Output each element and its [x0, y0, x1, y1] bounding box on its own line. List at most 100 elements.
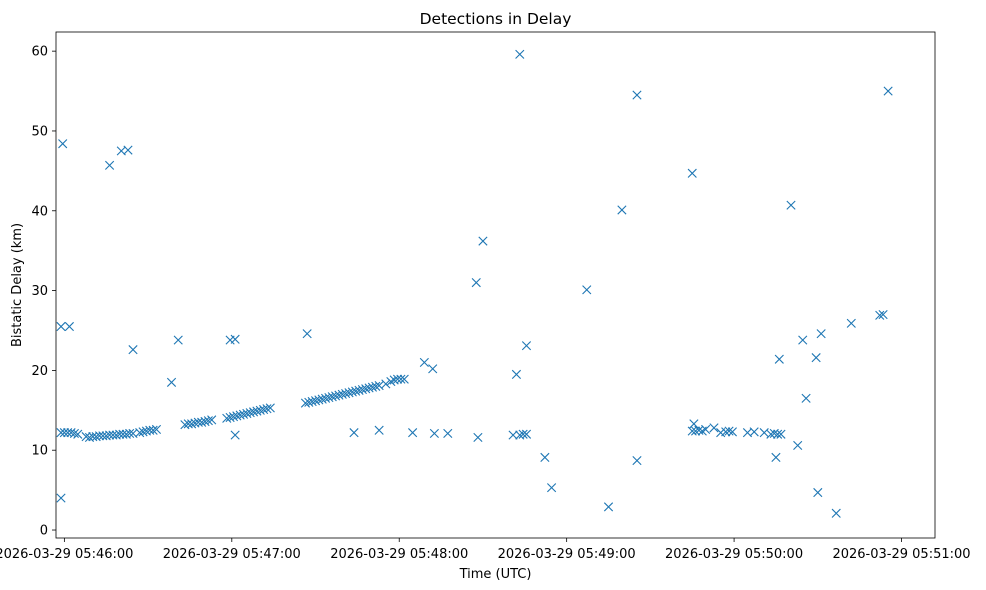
data-point: [56, 321, 66, 332]
data-point: [265, 403, 275, 413]
data-point: [396, 374, 406, 384]
y-axis-label: Bistatic Delay (km): [10, 223, 25, 347]
data-point: [632, 455, 642, 466]
data-point: [128, 345, 138, 355]
data-point: [690, 426, 701, 436]
data-point: [471, 278, 481, 288]
y-tick-label: 60: [31, 45, 48, 60]
y-tick-label: 40: [31, 204, 48, 219]
data-point: [709, 423, 719, 433]
data-point: [547, 483, 557, 493]
data-point: [846, 318, 856, 328]
data-point: [151, 424, 162, 435]
x-tick-label: 2026-03-29 05:49:00: [498, 547, 636, 562]
data-point: [443, 428, 453, 439]
data-point: [399, 374, 409, 384]
data-point: [773, 429, 783, 439]
x-tick-label: 2026-03-29 05:47:00: [163, 547, 301, 562]
data-point: [104, 160, 115, 170]
data-point: [689, 419, 699, 429]
axes: [55, 31, 936, 539]
data-point: [786, 200, 796, 210]
data-point: [771, 452, 781, 462]
data-point: [148, 425, 158, 435]
x-tick-label: 2026-03-29 05:51:00: [832, 547, 970, 562]
chart-title: Detections in Delay: [420, 10, 572, 28]
data-point: [878, 309, 888, 320]
data-point: [687, 168, 697, 178]
data-point: [392, 374, 403, 384]
x-tick-label: 2026-03-29 05:46:00: [0, 547, 133, 562]
data-point: [349, 428, 359, 438]
data-point: [123, 145, 133, 155]
data-point: [173, 335, 183, 345]
data-point: [883, 86, 893, 96]
data-point: [521, 341, 532, 351]
data-point: [207, 415, 217, 425]
x-tick-label: 2026-03-29 05:50:00: [665, 547, 803, 562]
data-point: [759, 428, 769, 438]
data-point: [94, 431, 105, 441]
data-point: [115, 429, 125, 439]
data-point: [166, 377, 177, 387]
data-point: [727, 427, 737, 437]
data-point: [603, 502, 614, 512]
data-point: [521, 429, 532, 439]
data-point: [230, 334, 240, 344]
x-axis-ticks: 2026-03-29 05:46:00 2026-03-29 05:47:00 20…: [0, 538, 971, 562]
data-point: [801, 393, 811, 403]
data-point: [125, 428, 135, 439]
data-point: [875, 310, 885, 320]
data-point: [73, 429, 83, 439]
data-point: [793, 440, 803, 451]
data-points: [56, 49, 893, 518]
data-point: [831, 508, 841, 518]
data-point: [56, 428, 66, 438]
data-point: [721, 427, 731, 437]
data-point: [429, 428, 439, 439]
data-point: [203, 416, 213, 426]
data-point: [540, 452, 550, 462]
data-point: [798, 335, 808, 345]
data-point: [374, 425, 384, 435]
data-point: [724, 426, 734, 436]
y-tick-label: 20: [31, 364, 48, 379]
data-point: [816, 329, 826, 339]
data-point: [632, 90, 642, 100]
data-point: [69, 428, 80, 439]
y-tick-label: 10: [31, 444, 48, 459]
data-point: [59, 428, 69, 438]
y-tick-label: 0: [40, 524, 48, 539]
data-point: [104, 430, 115, 440]
data-point: [81, 432, 91, 442]
data-point: [428, 364, 438, 374]
data-point: [811, 353, 821, 363]
data-point: [473, 432, 483, 443]
data-point: [58, 139, 68, 149]
data-point: [508, 430, 518, 440]
data-point: [617, 205, 627, 215]
data-point: [56, 493, 66, 503]
data-point: [518, 429, 528, 439]
data-point: [371, 381, 381, 391]
y-axis-ticks: 0 10 20 30 40 50 60: [31, 45, 56, 539]
data-point: [419, 357, 429, 368]
data-point: [766, 429, 776, 439]
data-point: [511, 369, 522, 379]
data-point: [774, 354, 784, 364]
data-point: [701, 424, 711, 435]
y-tick-label: 30: [31, 284, 48, 299]
data-point: [478, 236, 488, 246]
y-tick-label: 50: [31, 124, 48, 139]
data-point: [302, 329, 312, 339]
data-point: [749, 427, 759, 437]
data-point: [230, 430, 240, 440]
data-point: [64, 321, 74, 332]
x-tick-label: 2026-03-29 05:48:00: [330, 547, 468, 562]
data-point: [515, 49, 525, 59]
data-point: [582, 285, 592, 295]
plot-frame: [55, 31, 936, 539]
data-point: [262, 404, 272, 414]
data-point: [408, 428, 418, 438]
